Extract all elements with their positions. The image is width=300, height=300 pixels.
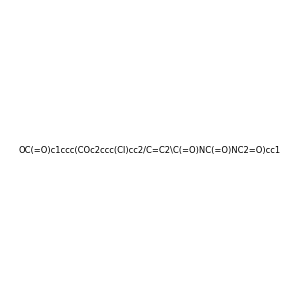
Text: OC(=O)c1ccc(COc2ccc(Cl)cc2/C=C2\C(=O)NC(=O)NC2=O)cc1: OC(=O)c1ccc(COc2ccc(Cl)cc2/C=C2\C(=O)NC(…: [19, 146, 281, 154]
